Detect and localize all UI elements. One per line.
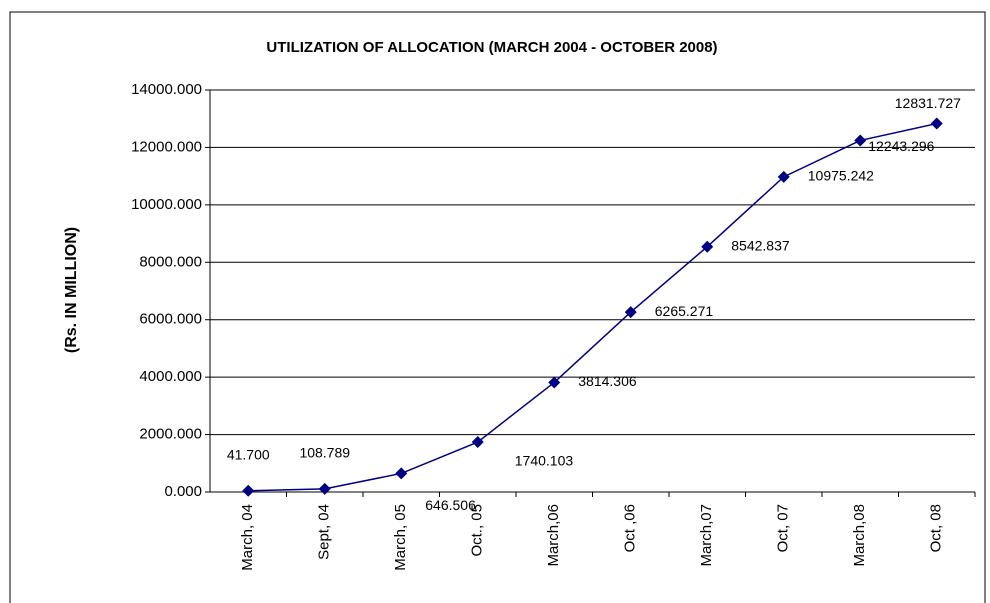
data-label: 12243.296 [868, 138, 934, 154]
marker [471, 436, 484, 449]
marker [777, 170, 790, 183]
data-label: 1740.103 [515, 453, 574, 469]
x-tick-label: Sept, 04 [316, 504, 333, 560]
y-tick-label: 12000.000 [131, 138, 202, 155]
chart-title: UTILIZATION OF ALLOCATION (MARCH 2004 - … [266, 39, 717, 56]
y-axis-title: (Rs. IN MILLION) [63, 227, 80, 353]
marker [395, 467, 408, 480]
data-label: 41.700 [227, 447, 270, 463]
data-label: 3814.306 [578, 373, 637, 389]
marker [854, 134, 867, 147]
data-label: 8542.837 [731, 237, 790, 253]
x-tick-label: Oct ,06 [622, 504, 639, 552]
y-tick-label: 6000.000 [139, 311, 202, 328]
x-tick-label: March, 05 [392, 504, 409, 571]
marker [242, 484, 255, 497]
y-tick-label: 10000.000 [131, 196, 202, 213]
x-tick-label: March,06 [545, 504, 562, 567]
y-tick-label: 14000.000 [131, 81, 202, 98]
x-tick-label: Oct., 05 [469, 504, 486, 557]
x-tick-label: March, 04 [239, 504, 256, 571]
y-tick-label: 2000.000 [139, 426, 202, 443]
x-tick-label: Oct, 07 [775, 504, 792, 552]
line [248, 122, 937, 492]
x-tick-label: Oct, 08 [928, 504, 945, 552]
data-label: 10975.242 [808, 168, 874, 184]
data-label: 108.789 [299, 445, 350, 461]
marker [548, 376, 561, 389]
y-tick-label: 4000.000 [139, 368, 202, 385]
x-tick-label: March,08 [851, 504, 868, 567]
marker [930, 117, 943, 130]
data-label: 646.506 [425, 497, 476, 513]
x-tick-label: March,07 [698, 504, 715, 567]
marker [318, 482, 331, 495]
data-label: 6265.271 [655, 303, 714, 319]
y-tick-label: 0.000 [164, 483, 202, 500]
data-label: 12831.727 [895, 95, 961, 111]
marker [624, 306, 637, 319]
y-tick-label: 8000.000 [139, 253, 202, 270]
chart-frame [9, 11, 986, 603]
marker [701, 240, 714, 253]
